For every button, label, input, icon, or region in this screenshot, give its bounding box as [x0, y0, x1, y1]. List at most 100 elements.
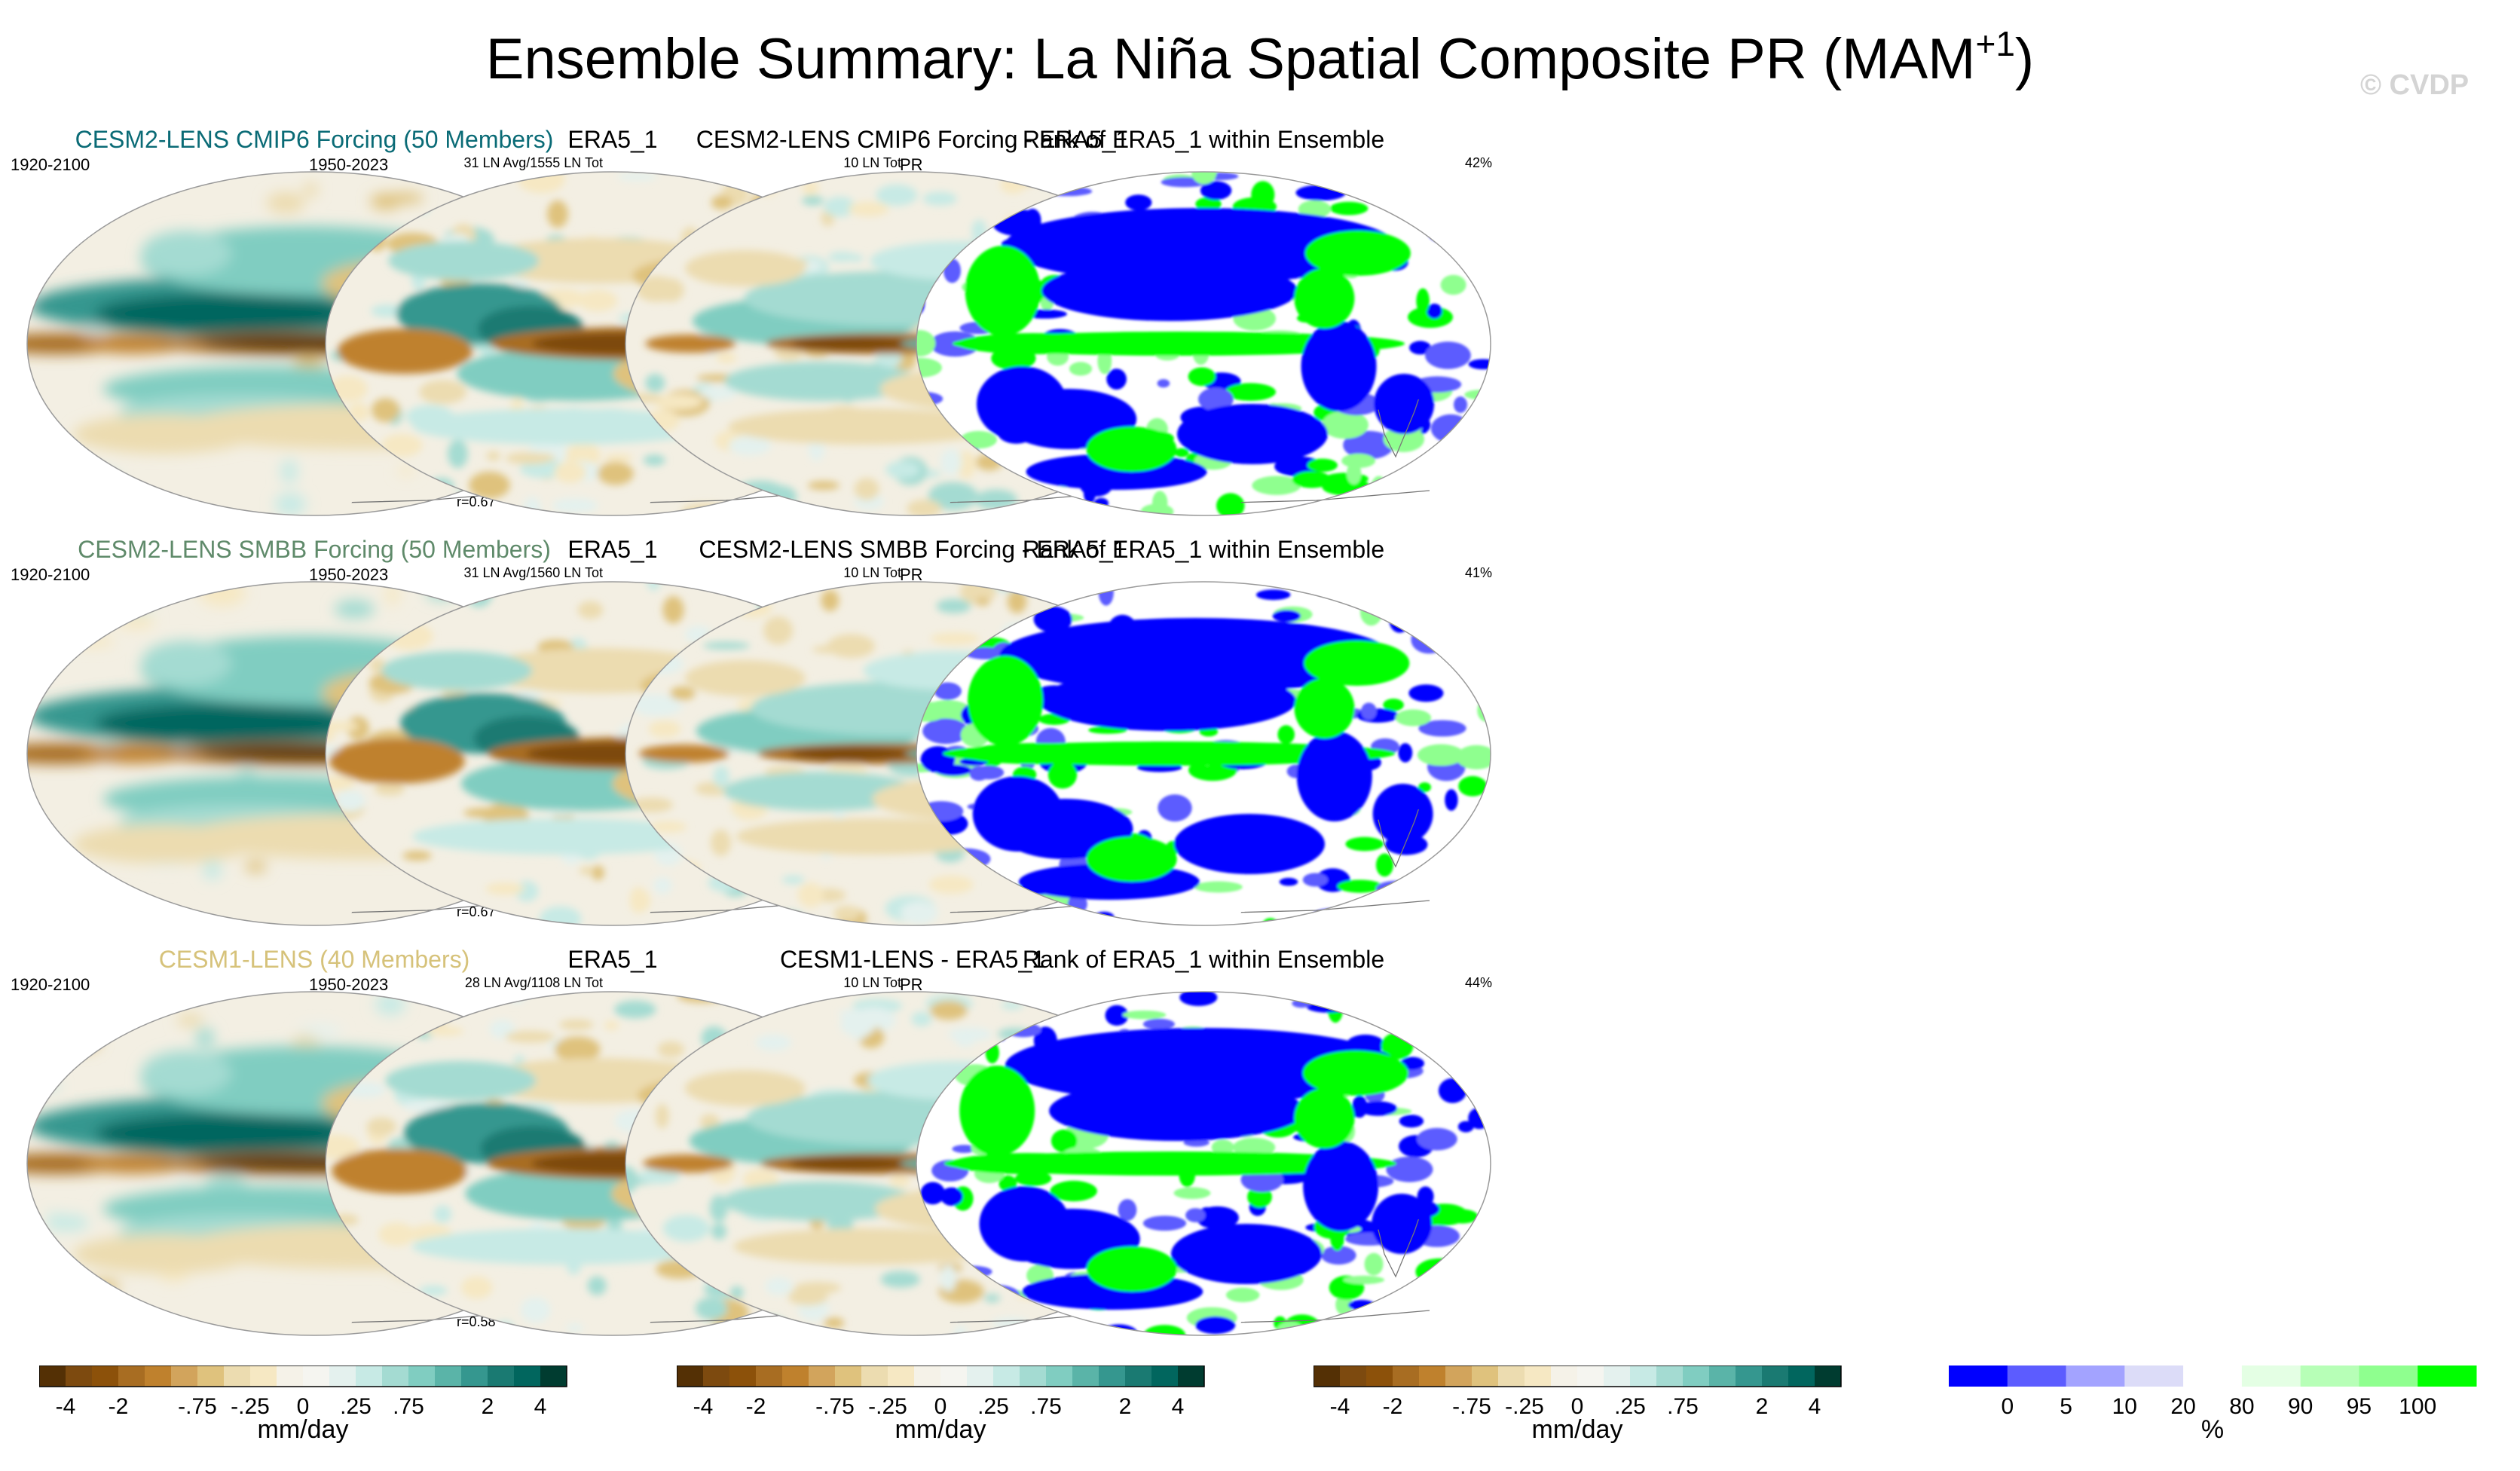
field-feature-14: [141, 641, 231, 686]
field-speckle: [942, 1256, 959, 1282]
field-speckle: [802, 195, 824, 206]
field-speckle: [824, 197, 856, 217]
field-speckle: [1440, 274, 1466, 295]
field-speckle: [1341, 453, 1376, 469]
colorbar-tick-label: .25: [977, 1394, 1009, 1419]
field-speckle: [641, 653, 684, 675]
colorbar-tick-label: 4: [1809, 1394, 1821, 1419]
colorbar-unit: mm/day: [257, 1415, 349, 1444]
field-feature-4: [968, 656, 1043, 746]
field-speckle: [517, 172, 565, 194]
field-speckle: [410, 582, 426, 610]
colorbar-tick-label: 2: [482, 1394, 494, 1419]
panel-count: 42%: [1464, 155, 1492, 170]
field-speckle: [928, 992, 967, 1011]
field-feature-2: [638, 745, 729, 763]
field-speckle: [1015, 1329, 1057, 1335]
field-speckle: [833, 905, 861, 922]
field-speckle: [916, 215, 954, 224]
field-speckle: [1362, 992, 1414, 1000]
panel-period: 1950-2023: [309, 975, 389, 994]
map-border: [916, 581, 1491, 926]
field-speckle: [928, 497, 962, 509]
field-feature-4: [81, 334, 186, 353]
field-speckle: [303, 182, 319, 197]
field-speckle: [521, 1297, 551, 1323]
coastline-5: [334, 900, 541, 914]
map-r1c4: [916, 171, 1491, 516]
field-speckle: [598, 462, 634, 485]
field-speckle: [350, 607, 385, 624]
field-speckle: [1006, 483, 1023, 506]
field-speckle: [916, 330, 936, 356]
colorbar-tick-label: .75: [1030, 1394, 1062, 1419]
field-speckle: [1445, 789, 1458, 811]
colorbar-swatch: [145, 1365, 172, 1387]
field-speckle: [554, 461, 586, 483]
field-speckle: [356, 188, 407, 210]
field-speckle: [655, 1103, 669, 1129]
field-feature-8: [1303, 1141, 1379, 1231]
field-feature-10: [733, 1228, 1005, 1265]
field-speckle: [1106, 369, 1127, 390]
field-speckle: [1369, 1013, 1393, 1025]
field-feature-4: [790, 747, 911, 760]
field-feature-3: [329, 739, 465, 784]
field-speckle: [1069, 362, 1093, 376]
field-speckle: [331, 891, 356, 909]
field-speckle: [933, 191, 983, 213]
field-speckle: [351, 586, 375, 595]
field-speckle: [1398, 743, 1413, 763]
field-feature-9: [1302, 1050, 1408, 1096]
field-speckle: [332, 878, 375, 889]
colorbar-swatch: [861, 1365, 888, 1387]
field-feature-0: [1005, 1028, 1397, 1103]
field-speckle: [1277, 1321, 1304, 1335]
field-layer: [916, 582, 1491, 925]
field-feature-4: [959, 1066, 1035, 1156]
field-speckle: [930, 632, 980, 645]
field-speckle: [1306, 1000, 1348, 1013]
field-speckle: [1415, 1258, 1464, 1286]
colorbar-swatch: [1949, 1365, 2008, 1387]
field-speckle: [1461, 839, 1482, 862]
colorbar-swatch: [1366, 1365, 1393, 1387]
field-speckle: [1429, 911, 1448, 925]
colorbar-swatch: [967, 1365, 994, 1387]
panel-title: ERA5_1: [567, 126, 658, 153]
colorbar-swatch: [1604, 1365, 1631, 1387]
field-speckle: [936, 598, 971, 613]
field-speckle: [1225, 383, 1276, 401]
field-speckle: [647, 619, 675, 644]
field-speckle: [1449, 637, 1480, 647]
field-speckle: [429, 478, 454, 494]
colorbar-swatch: [993, 1365, 1020, 1387]
field-speckle: [587, 1276, 607, 1295]
field-speckle: [1279, 877, 1298, 886]
field-speckle: [378, 1222, 415, 1246]
panel-count: 10 LN Tot: [843, 975, 901, 990]
field-feature-10: [736, 818, 1008, 855]
field-speckle: [1438, 1078, 1467, 1103]
field-speckle: [274, 493, 307, 515]
field-speckle: [1448, 639, 1491, 658]
field-speckle: [1438, 1036, 1469, 1046]
field-speckle: [662, 476, 686, 491]
colorbar-swatch: [461, 1365, 488, 1387]
coastline-5: [334, 1310, 541, 1324]
colorbar-unit: mm/day: [895, 1415, 986, 1444]
field-speckle: [1225, 1287, 1260, 1302]
field-speckle: [1196, 1206, 1239, 1229]
panel-title: ERA5_1: [567, 946, 658, 973]
field-speckle: [280, 459, 298, 484]
map-r2c4: [916, 581, 1491, 926]
field-speckle: [326, 721, 359, 732]
field-speckle: [370, 193, 401, 210]
field-speckle: [625, 1260, 657, 1277]
panel-period: 1950-2023: [309, 155, 389, 174]
field-speckle: [374, 1016, 421, 1038]
field-speckle: [1422, 494, 1459, 512]
field-speckle: [916, 187, 948, 203]
field-speckle: [736, 480, 784, 500]
map-border: [916, 991, 1491, 1336]
